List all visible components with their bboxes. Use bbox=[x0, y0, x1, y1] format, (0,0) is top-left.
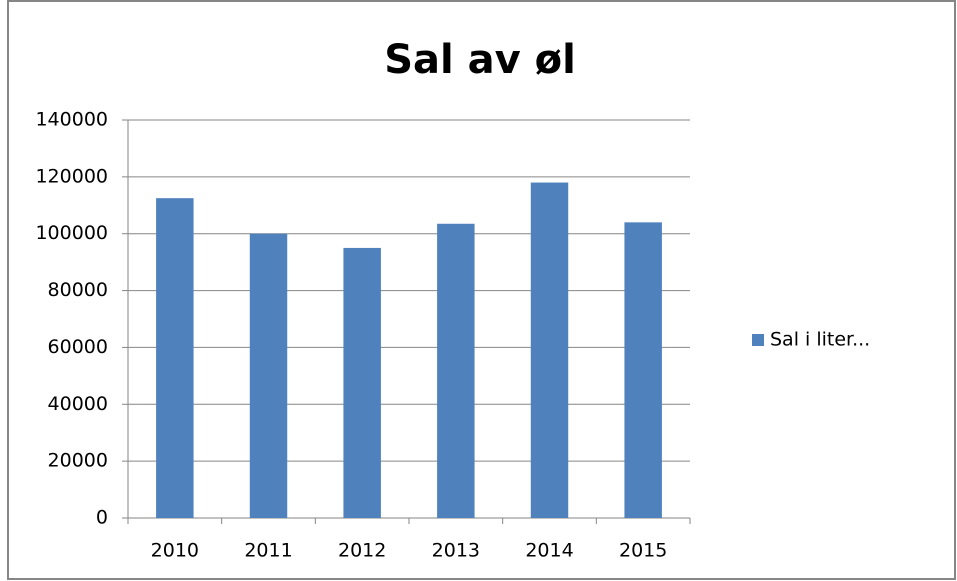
y-tick-label: 120000 bbox=[35, 165, 108, 187]
y-tick-label: 40000 bbox=[48, 393, 108, 415]
y-tick-label: 0 bbox=[96, 507, 108, 529]
y-tick-label: 20000 bbox=[48, 450, 108, 472]
x-tick-label: 2015 bbox=[619, 540, 667, 562]
bar bbox=[530, 182, 569, 519]
x-tick-label: 2014 bbox=[525, 540, 573, 562]
legend-swatch bbox=[752, 334, 764, 346]
bar bbox=[343, 247, 381, 518]
y-tick-label: 60000 bbox=[48, 336, 108, 358]
bar bbox=[156, 198, 194, 518]
bar bbox=[624, 222, 662, 519]
bar bbox=[437, 223, 475, 518]
x-tick-label: 2012 bbox=[338, 540, 386, 562]
y-tick-label: 140000 bbox=[35, 109, 108, 131]
x-tick-label: 2013 bbox=[432, 540, 480, 562]
x-tick-label: 2010 bbox=[151, 540, 199, 562]
x-tick-label: 2011 bbox=[244, 540, 292, 562]
bar bbox=[249, 233, 288, 518]
y-tick-label: 80000 bbox=[48, 279, 108, 301]
chart-border bbox=[7, 0, 956, 580]
y-tick-label: 100000 bbox=[35, 222, 108, 244]
chart-title: Sal av øl bbox=[384, 37, 576, 83]
legend-label: Sal i liter... bbox=[770, 329, 870, 351]
